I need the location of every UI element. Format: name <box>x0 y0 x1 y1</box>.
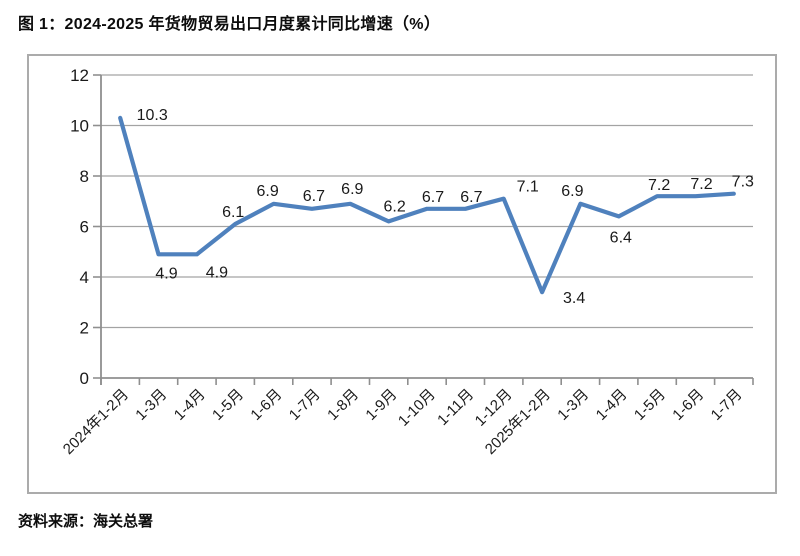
series-line <box>118 115 736 295</box>
data-label: 7.2 <box>648 177 670 194</box>
line-chart: 0 2 4 6 8 10 12 10.3 4.9 4.9 6.1 6.9 6.7 6.9 6.2 6.7 6.7… <box>60 66 754 458</box>
y-tick-label: 4 <box>80 268 89 287</box>
data-label: 7.2 <box>690 176 712 193</box>
x-tick-label: 1-5月 <box>631 386 669 424</box>
figure-title: 图 1：2024-2025 年货物贸易出口月度累计同比增速（%） <box>18 16 441 33</box>
x-tick-label: 1-3月 <box>554 386 592 424</box>
data-label: 4.9 <box>206 264 228 281</box>
data-label: 6.1 <box>222 204 244 221</box>
x-tick-label: 1-5月 <box>209 386 247 424</box>
data-label: 6.9 <box>561 183 583 200</box>
data-label: 3.4 <box>563 290 585 307</box>
data-label: 6.9 <box>341 181 363 198</box>
x-tick-label: 1-7月 <box>286 386 324 424</box>
data-label: 6.7 <box>422 189 444 206</box>
data-label: 6.7 <box>460 189 482 206</box>
data-label: 10.3 <box>137 107 168 124</box>
data-label: 4.9 <box>155 265 177 282</box>
x-tick-label: 1-6月 <box>669 386 707 424</box>
x-tick-label: 1-4月 <box>171 386 209 424</box>
y-tick-label: 2 <box>80 319 89 338</box>
data-label: 7.1 <box>517 179 539 196</box>
y-tick-label: 6 <box>80 218 89 237</box>
x-tick-label: 1-4月 <box>593 386 631 424</box>
x-tick-label: 2024年1-2月 <box>60 386 132 458</box>
x-tick-label: 1-3月 <box>132 386 170 424</box>
y-tick-label: 8 <box>80 167 89 186</box>
y-tick-label: 10 <box>70 117 89 136</box>
source-note: 资料来源：海关总署 <box>18 513 154 530</box>
x-tick-label: 1-10月 <box>395 386 439 430</box>
data-label: 6.9 <box>256 183 278 200</box>
chart-frame: 0 2 4 6 8 10 12 10.3 4.9 4.9 6.1 6.9 6.7 6.9 6.2 6.7 6.7… <box>27 54 777 494</box>
data-label: 6.7 <box>303 188 325 205</box>
y-tick-label: 12 <box>70 66 89 85</box>
x-tick-label: 1-6月 <box>247 386 285 424</box>
x-tick-label: 1-8月 <box>324 386 362 424</box>
x-tick-label: 1-7月 <box>708 386 746 424</box>
data-label: 6.4 <box>610 229 632 246</box>
y-tick-label: 0 <box>80 369 89 388</box>
data-label: 6.2 <box>383 198 405 215</box>
data-label: 7.3 <box>732 174 754 191</box>
x-tick-label: 1-11月 <box>434 386 477 429</box>
